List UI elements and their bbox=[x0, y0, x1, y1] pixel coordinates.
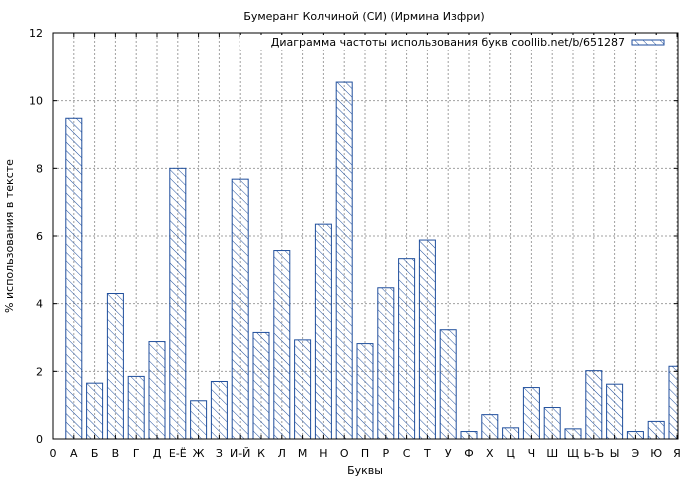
bar-З bbox=[210, 380, 228, 440]
bar-А bbox=[65, 117, 83, 440]
x-axis-label: Буквы bbox=[347, 464, 383, 477]
x-tick-label: А bbox=[70, 447, 78, 460]
x-tick-label: З bbox=[216, 447, 223, 460]
bar-Н bbox=[314, 223, 332, 440]
plot-frame bbox=[52, 32, 679, 440]
bar-Ь-Ъ bbox=[585, 370, 603, 440]
grid-layer bbox=[53, 33, 678, 439]
y-tick-label: 6 bbox=[36, 230, 43, 243]
x-tick-label: П bbox=[361, 447, 369, 460]
x-tick-label: Г bbox=[133, 447, 140, 460]
axis-layer: 0 А Б В Г Д Е-Ё Ж З И-Й К Л М Н О П Р С Т У Ф Х Ц Ч Ш Щ Ь-Ъ Ы Э Ю Я024… bbox=[29, 27, 681, 460]
x-tick-label: Щ bbox=[567, 447, 579, 460]
bar-Г bbox=[127, 375, 145, 440]
x-tick-label: Ь-Ъ bbox=[583, 447, 604, 460]
bar-С bbox=[398, 258, 416, 440]
bar-Л bbox=[273, 250, 291, 440]
legend-background bbox=[240, 35, 674, 50]
bar-У bbox=[439, 329, 457, 440]
bar-Р bbox=[377, 287, 395, 440]
bar-Я bbox=[668, 365, 679, 440]
x-tick-label: Э bbox=[632, 447, 640, 460]
bar-В bbox=[106, 293, 124, 440]
y-axis-label: % использования в тексте bbox=[3, 159, 16, 313]
x-tick-label: Н bbox=[319, 447, 327, 460]
x-tick-label: В bbox=[112, 447, 120, 460]
bar-Т bbox=[418, 239, 436, 440]
bars-layer bbox=[65, 81, 679, 440]
x-tick-label: И-Й bbox=[230, 447, 250, 460]
x-tick-label: Ш bbox=[546, 447, 558, 460]
legend-label: Диаграмма частоты использования букв coo… bbox=[271, 36, 625, 49]
x-tick-label: Я bbox=[673, 447, 681, 460]
bar-О bbox=[335, 81, 353, 440]
y-tick-label: 10 bbox=[29, 95, 43, 108]
bar-Ж bbox=[190, 400, 208, 440]
x-tick-label: Б bbox=[91, 447, 99, 460]
x-tick-label: Ч bbox=[528, 447, 536, 460]
x-tick-label: М bbox=[298, 447, 308, 460]
x-tick-label: У bbox=[445, 447, 452, 460]
y-tick-label: 0 bbox=[36, 433, 43, 446]
x-tick-label: Ц bbox=[506, 447, 515, 460]
legend-swatch bbox=[631, 39, 665, 46]
x-tick-label: О bbox=[340, 447, 349, 460]
bar-Е-Ё bbox=[169, 167, 187, 440]
x-tick-label: Т bbox=[423, 447, 431, 460]
bar-П bbox=[356, 343, 374, 440]
bar-Б bbox=[86, 382, 104, 440]
bar-К bbox=[252, 331, 270, 440]
bar-Ы bbox=[606, 383, 624, 440]
x-tick-label: Д bbox=[153, 447, 162, 460]
x-tick-label: Ж bbox=[193, 447, 205, 460]
x-tick-label: Л bbox=[278, 447, 286, 460]
x-tick-label: Ф bbox=[464, 447, 473, 460]
chart-title: Бумеранг Колчиной (СИ) (Ирмина Изфри) bbox=[243, 10, 484, 23]
x-tick-label: С bbox=[403, 447, 411, 460]
bar-Д bbox=[148, 341, 166, 440]
x-tick-label: Е-Ё bbox=[169, 447, 187, 460]
bar-Ч bbox=[522, 387, 540, 440]
bar-И-Й bbox=[231, 178, 249, 440]
bar-Ш bbox=[543, 407, 561, 440]
bar-М bbox=[294, 339, 312, 440]
legend: Диаграмма частоты использования букв coo… bbox=[240, 35, 674, 50]
y-tick-label: 4 bbox=[36, 298, 43, 311]
x-tick-label: Ы bbox=[610, 447, 620, 460]
y-tick-label: 12 bbox=[29, 27, 43, 40]
x-tick-label: Ю bbox=[650, 447, 662, 460]
y-tick-label: 2 bbox=[36, 365, 43, 378]
y-tick-label: 8 bbox=[36, 162, 43, 175]
x-tick-label: Р bbox=[382, 447, 389, 460]
x-tick-label: К bbox=[257, 447, 265, 460]
x-tick-label: 0 bbox=[50, 447, 57, 460]
x-tick-label: Х bbox=[486, 447, 494, 460]
